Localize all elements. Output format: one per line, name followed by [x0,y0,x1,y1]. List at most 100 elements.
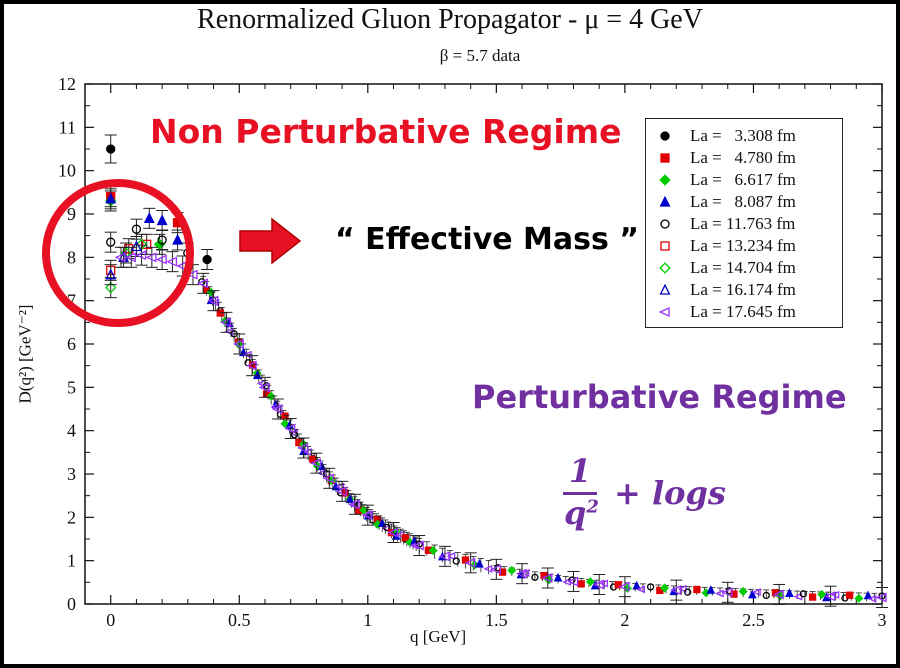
x-axis-label: q [GeV] [410,627,467,646]
data-point [669,585,681,596]
data-point [124,252,136,263]
perturbative-label: Perturbative Regime [472,378,847,416]
data-point [166,256,178,267]
data-point [345,494,355,503]
data-point [157,235,167,245]
legend-label: La = 6.617 fm [690,170,796,189]
legend-marker [660,131,670,141]
data-point [387,527,399,538]
non-perturbative-label: Non Perturbative Regime [150,112,622,151]
data-point [104,281,117,294]
legend-marker [659,195,671,207]
data-point [105,268,117,280]
legend-label: La = 8.087 fm [690,192,796,211]
data-point [105,192,117,204]
y-tick-label: 6 [67,334,76,354]
x-tick-label: 0 [106,610,115,630]
data-point [359,505,369,515]
data-point [714,589,724,598]
legend-marker [659,174,671,186]
y-tick-label: 1 [67,551,76,571]
data-point [577,580,585,588]
data-point [646,583,655,591]
data-point [684,588,692,596]
arrow-icon [239,217,302,265]
data-point [660,131,670,141]
data-point [335,486,347,497]
data-point [310,458,322,469]
data-point [106,144,116,154]
data-point [854,593,864,603]
formula-logs: + logs [614,474,726,512]
legend-marker [660,153,670,163]
data-point [659,195,671,207]
data-point [281,412,289,420]
legend-label: La = 4.780 fm [690,148,796,167]
y-tick-label: 9 [67,204,76,224]
legend-label: La = 17.645 fm [690,302,796,321]
data-point [507,565,517,575]
data-point [172,233,184,245]
x-tick-label: 0.5 [228,610,251,630]
data-point [799,590,808,598]
legend-label: La = 13.234 fm [690,236,796,255]
legend-item: La = 17.645 fm [646,301,842,323]
data-point [636,585,646,594]
data-point [266,391,276,401]
legend-label: La = 11.763 fm [690,214,796,233]
data-point [412,540,424,551]
formula-numerator: 1 [569,452,592,490]
legend-marker [660,241,670,251]
data-point [258,382,270,393]
data-point [772,589,784,600]
legend: La = 3.308 fm La = 4.780 fm La = 6.617 f… [645,118,843,328]
data-point [498,568,507,576]
data-point [322,473,334,484]
data-point [706,585,716,594]
data-point [632,580,642,590]
y-tick-label: 8 [67,247,76,267]
data-point [599,579,608,588]
legend-item: La = 11.763 fm [646,213,842,235]
y-tick-label: 10 [58,161,76,181]
data-point [808,593,817,601]
y-tick-label: 4 [67,421,76,441]
y-tick-label: 7 [67,291,76,311]
y-tick-label: 3 [67,464,76,484]
data-point [245,360,257,371]
y-axis-label: D(q²) [GeV⁻²] [15,304,35,404]
data-point [489,564,502,575]
effective-mass-label: “ Effective Mass ” [335,222,640,257]
data-point [452,557,460,565]
data-point [383,523,391,532]
highlight-circle [42,179,194,327]
x-tick-label: 2 [620,610,629,630]
y-tick-label: 11 [59,117,76,137]
data-point [585,577,595,587]
data-point [553,572,563,582]
data-point [401,534,410,542]
data-point [297,442,309,454]
x-tick-label: 3 [878,610,887,630]
y-tick-label: 0 [67,594,76,614]
data-point [335,482,345,491]
data-point [659,262,671,274]
chart-subtitle: β = 5.7 data [439,46,521,65]
legend-marker [658,306,670,318]
data-point [285,420,295,430]
data-point [156,214,168,226]
data-point [567,576,579,587]
data-point [142,239,152,249]
data-point [845,591,854,599]
legend-label: La = 14.704 fm [690,258,796,277]
data-point [232,338,244,350]
y-tick-label: 2 [67,507,76,527]
data-point [730,590,738,598]
legend-item: La = 14.704 fm [646,257,842,279]
data-point [721,587,733,598]
data-point [361,510,373,521]
legend-item: La = 16.174 fm [646,279,842,301]
legend-item: La = 3.308 fm [646,125,842,147]
data-point [202,254,212,265]
data-point [830,590,840,599]
